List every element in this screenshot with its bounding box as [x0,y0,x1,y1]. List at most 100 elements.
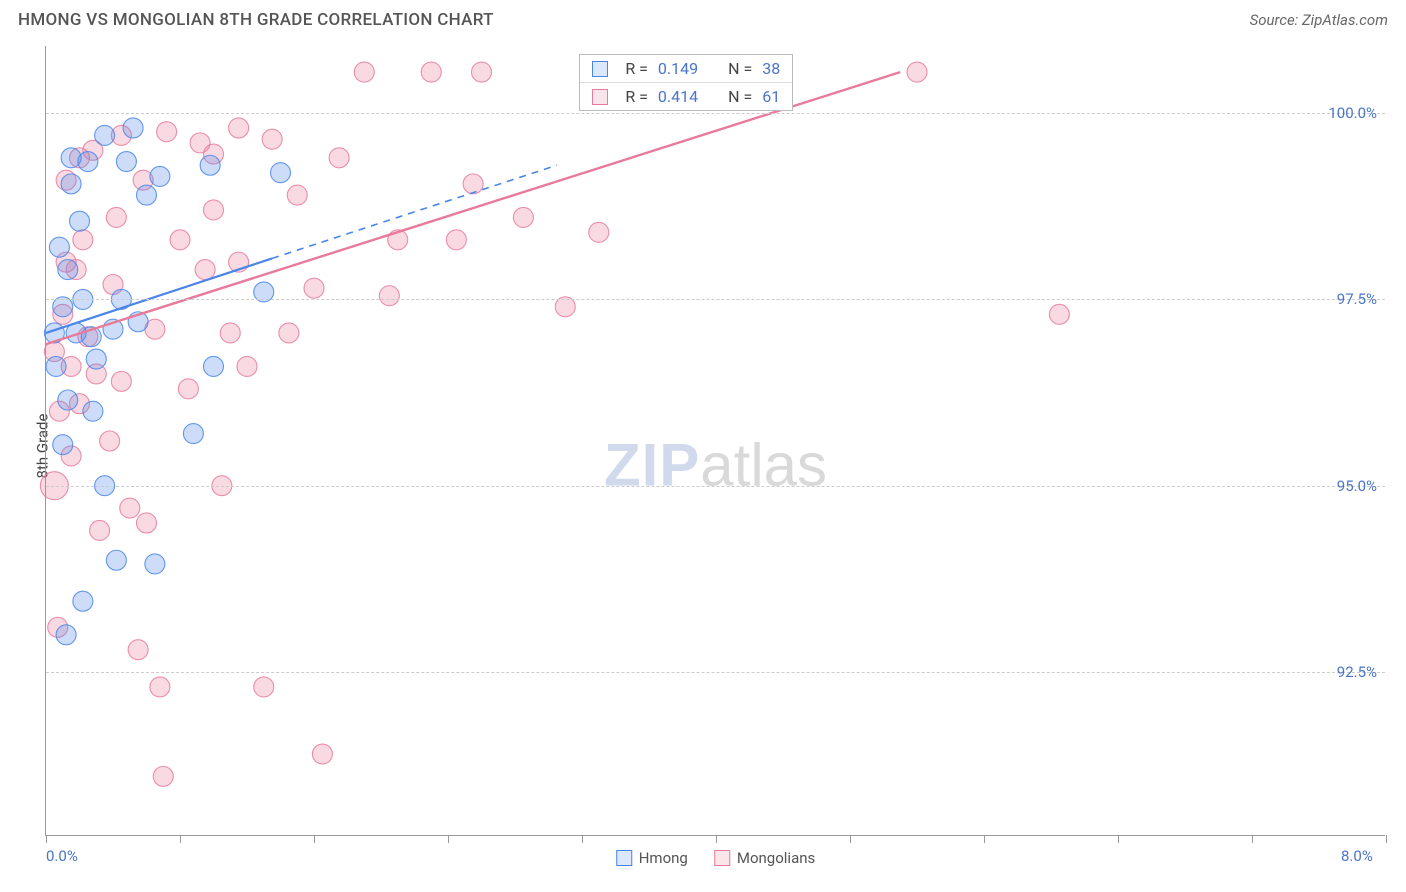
data-point [200,155,220,175]
data-point [46,356,66,376]
data-point [61,174,81,194]
data-point [237,356,257,376]
plot-svg [46,46,1385,835]
data-point [287,185,307,205]
x-tick [1118,835,1119,843]
data-point [304,278,324,298]
data-point [589,222,609,242]
legend-item: Hmong [616,849,688,867]
x-tick [1252,835,1253,843]
data-point [120,498,140,518]
data-point [128,640,148,660]
data-point [78,152,98,172]
data-point [137,185,157,205]
data-point [56,625,76,645]
series-legend: Hmong Mongolians [616,849,816,867]
data-point [312,744,332,764]
data-point [123,118,143,138]
y-tick-label: 100.0% [1328,104,1377,122]
data-point [73,230,93,250]
correlation-legend: R = 0.149 N = 38 R = 0.414 N = 61 [579,54,793,111]
chart-title: HMONG VS MONGOLIAN 8TH GRADE CORRELATION… [18,10,494,30]
data-point [49,237,69,257]
legend-item: Mongolians [714,849,815,867]
data-point [111,371,131,391]
data-point [329,148,349,168]
data-point [70,211,90,231]
legend-r-label: R = [625,87,648,106]
data-point [150,166,170,186]
data-point [907,62,927,82]
legend-row: R = 0.149 N = 38 [580,55,792,82]
data-point [153,766,173,786]
data-point [271,163,291,183]
trend-line-extrapolated [272,165,557,258]
gridline-h [46,113,1385,114]
data-point [157,122,177,142]
legend-swatch [616,850,632,866]
data-point [1049,304,1069,324]
data-point [204,200,224,220]
data-point [83,401,103,421]
data-point [204,356,224,376]
data-point [106,207,126,227]
data-point [90,520,110,540]
data-point [170,230,190,250]
x-tick [984,835,985,843]
data-point [513,207,533,227]
legend-label: Mongolians [737,849,815,867]
data-point [150,677,170,697]
legend-swatch [714,850,730,866]
data-point [262,129,282,149]
legend-swatch [592,89,608,105]
data-point [421,62,441,82]
data-point [178,379,198,399]
data-point [220,323,240,343]
data-point [472,62,492,82]
y-tick-label: 97.5% [1337,290,1377,308]
data-point [183,424,203,444]
gridline-h [46,672,1385,673]
x-axis-label: 0.0% [46,847,78,865]
data-point [229,118,249,138]
source-text: Source: ZipAtlas.com [1250,11,1388,29]
gridline-h [46,486,1385,487]
legend-r-label: R = [625,59,648,78]
data-point [279,323,299,343]
legend-row: R = 0.414 N = 61 [580,82,792,110]
x-tick [716,835,717,843]
legend-n-label: N = [728,59,752,78]
data-point [254,677,274,697]
x-tick [850,835,851,843]
data-point [58,260,78,280]
data-point [145,554,165,574]
data-point [86,349,106,369]
scatter-chart: ZIPatlas R = 0.149N = 38R = 0.414N = 61 … [45,46,1385,836]
data-point [106,550,126,570]
legend-swatch [592,61,608,77]
x-axis-label: 8.0% [1341,847,1373,865]
y-tick-label: 95.0% [1337,477,1377,495]
chart-header: HMONG VS MONGOLIAN 8TH GRADE CORRELATION… [0,0,1406,36]
data-point [73,591,93,611]
data-point [354,62,374,82]
gridline-h [46,299,1385,300]
data-point [53,435,73,455]
x-tick [180,835,181,843]
y-tick-label: 92.5% [1337,663,1377,681]
x-tick [314,835,315,843]
data-point [58,390,78,410]
x-tick [582,835,583,843]
data-point [137,513,157,533]
data-point [379,286,399,306]
legend-r-value: 0.149 [658,59,698,78]
legend-n-value: 38 [762,59,780,78]
legend-r-value: 0.414 [658,87,698,106]
data-point [95,125,115,145]
legend-n-label: N = [728,87,752,106]
legend-label: Hmong [639,849,688,867]
legend-n-value: 61 [762,87,780,106]
data-point [116,152,136,172]
x-tick [1386,835,1387,843]
data-point [100,431,120,451]
